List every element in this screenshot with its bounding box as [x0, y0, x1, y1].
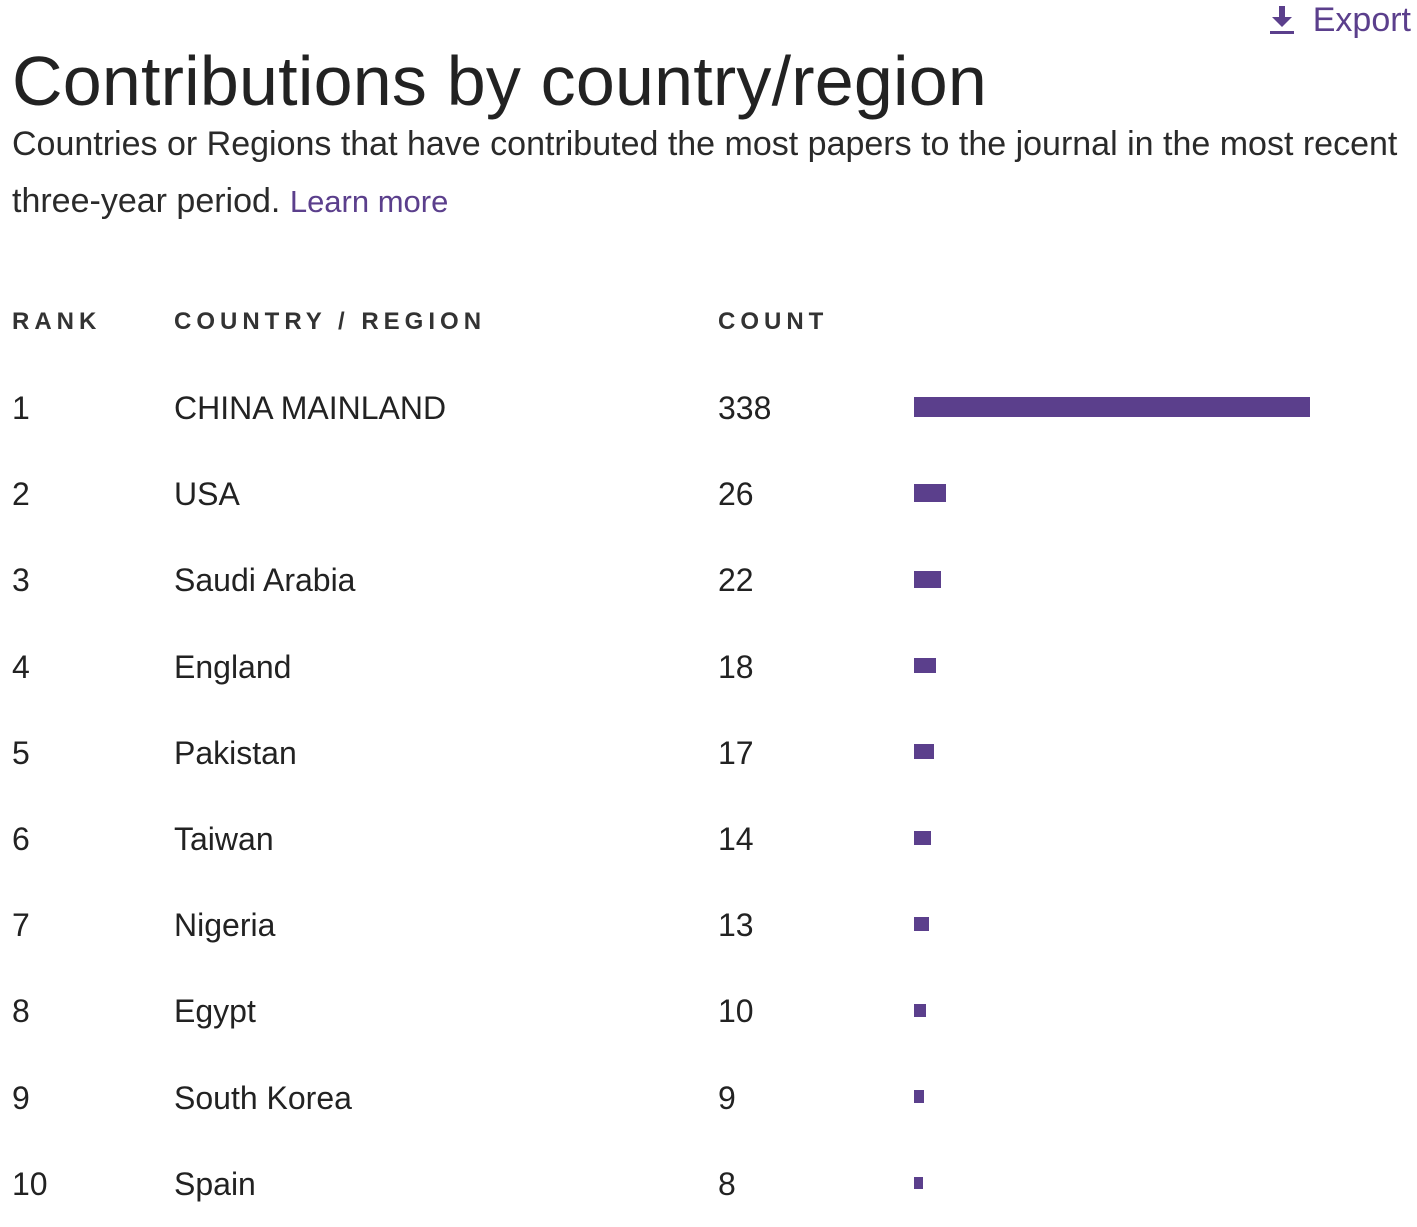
export-label: Export	[1313, 1, 1411, 40]
count-bar	[914, 571, 941, 588]
table-row: 9 South Korea 9	[0, 1055, 1417, 1141]
count-cell: 22	[718, 560, 754, 600]
country-cell: Pakistan	[174, 733, 297, 773]
count-bar	[914, 1004, 926, 1017]
count-cell: 9	[718, 1078, 736, 1118]
table-row: 10 Spain 8	[0, 1141, 1417, 1227]
rank-column-header: RANK	[12, 308, 101, 336]
rank-cell: 6	[12, 819, 30, 859]
description-text: Countries or Regions that have contribut…	[12, 125, 1397, 220]
country-column-header: COUNTRY / REGION	[174, 308, 486, 336]
rank-cell: 1	[12, 388, 30, 428]
export-button[interactable]: Export	[1269, 0, 1411, 40]
table-row: 6 Taiwan 14	[0, 796, 1417, 882]
count-bar	[914, 744, 934, 759]
table-row: 2 USA 26	[0, 451, 1417, 537]
download-icon	[1269, 5, 1295, 35]
contributions-table: 1 CHINA MAINLAND 338 2 USA 26 3 Saudi Ar…	[0, 365, 1417, 1227]
count-bar	[914, 1177, 923, 1189]
rank-cell: 10	[12, 1164, 48, 1204]
table-row: 7 Nigeria 13	[0, 882, 1417, 968]
country-cell: Spain	[174, 1164, 256, 1204]
country-cell: England	[174, 647, 291, 687]
page-title: Contributions by country/region	[12, 39, 987, 123]
rank-cell: 5	[12, 733, 30, 773]
country-cell: CHINA MAINLAND	[174, 388, 446, 428]
rank-cell: 2	[12, 474, 30, 514]
count-column-header: COUNT	[718, 308, 828, 336]
country-cell: Taiwan	[174, 819, 274, 859]
count-cell: 8	[718, 1164, 736, 1204]
rank-cell: 8	[12, 991, 30, 1031]
country-cell: South Korea	[174, 1078, 352, 1118]
count-bar	[914, 484, 946, 502]
count-bar	[914, 917, 929, 931]
count-cell: 26	[718, 474, 754, 514]
learn-more-link[interactable]: Learn more	[290, 184, 449, 219]
country-cell: Egypt	[174, 991, 256, 1031]
count-cell: 14	[718, 819, 754, 859]
rank-cell: 3	[12, 560, 30, 600]
count-bar	[914, 831, 931, 845]
count-cell: 338	[718, 388, 771, 428]
page-description: Countries or Regions that have contribut…	[12, 116, 1412, 230]
table-row: 8 Egypt 10	[0, 968, 1417, 1054]
count-bar	[914, 1090, 924, 1102]
table-row: 3 Saudi Arabia 22	[0, 537, 1417, 623]
count-bar	[914, 397, 1310, 417]
count-cell: 17	[718, 733, 754, 773]
country-cell: Saudi Arabia	[174, 560, 355, 600]
table-row: 4 England 18	[0, 624, 1417, 710]
count-cell: 13	[718, 905, 754, 945]
country-cell: USA	[174, 474, 240, 514]
rank-cell: 7	[12, 905, 30, 945]
count-cell: 18	[718, 647, 754, 687]
rank-cell: 9	[12, 1078, 30, 1118]
table-row: 1 CHINA MAINLAND 338	[0, 365, 1417, 451]
count-bar	[914, 658, 936, 674]
table-row: 5 Pakistan 17	[0, 710, 1417, 796]
country-cell: Nigeria	[174, 905, 275, 945]
rank-cell: 4	[12, 647, 30, 687]
count-cell: 10	[718, 991, 754, 1031]
